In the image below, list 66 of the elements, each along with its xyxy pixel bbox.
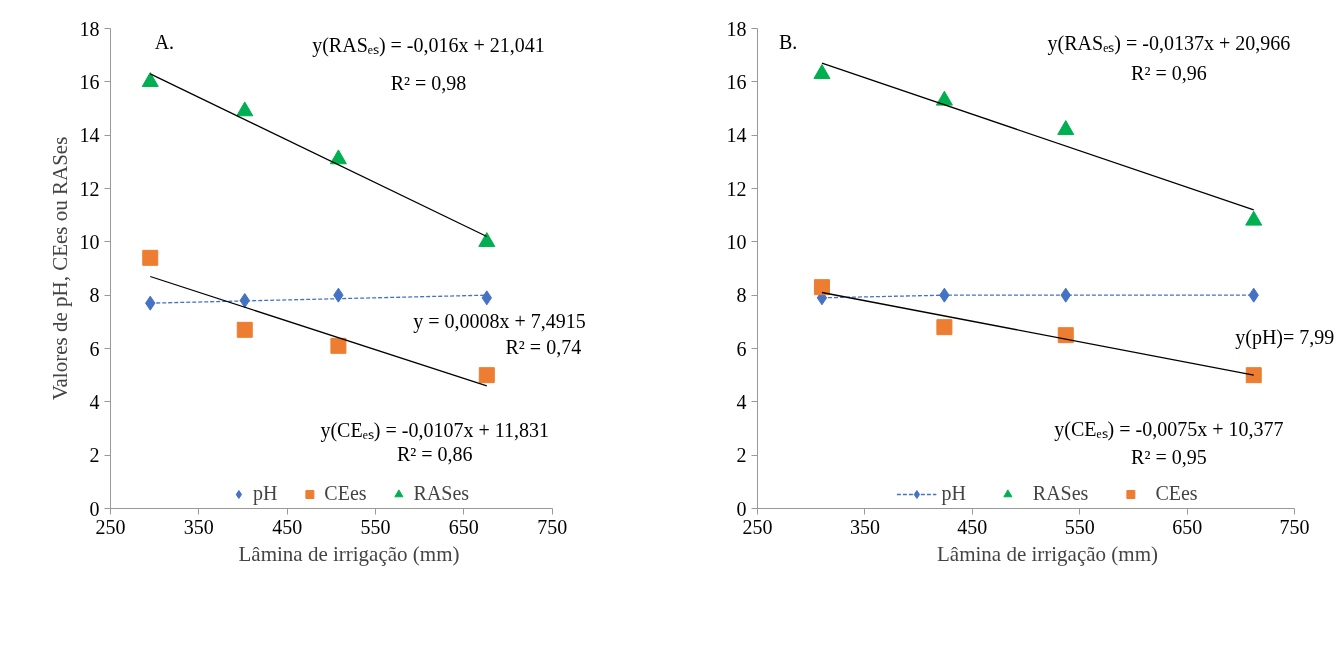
x-axis-title: Lâmina de irrigação (mm) <box>238 541 460 566</box>
y-tick-label: 8 <box>89 284 100 307</box>
y-tick-label: 10 <box>726 230 747 253</box>
y-tick-label: 14 <box>726 124 747 147</box>
y-tick-label: 6 <box>89 337 100 360</box>
point <box>1245 210 1263 226</box>
point <box>813 64 831 79</box>
x-tick-label: 350 <box>183 515 214 538</box>
legend-label: pH <box>252 482 278 505</box>
point <box>329 149 347 165</box>
legend-label: pH <box>941 482 966 505</box>
x-tick-label: 450 <box>957 515 988 538</box>
x-tick-label: 750 <box>1279 515 1310 538</box>
point <box>478 232 496 247</box>
annotation: R² = 0,95 <box>1131 445 1207 468</box>
annotation: R² = 0,74 <box>505 336 582 359</box>
annotation: y(CEₑₛ) = -0,0107x + 11,831 <box>320 418 549 442</box>
y-tick-label: 2 <box>89 444 100 467</box>
legend-label: CEes <box>324 482 367 505</box>
annotation: y(pH)= 7,99 <box>1235 325 1335 349</box>
point <box>1245 367 1262 384</box>
x-tick-label: 550 <box>360 515 391 538</box>
x-tick-label: 450 <box>272 515 303 538</box>
annotation: y(RASₑₛ) = -0,0137x + 20,966 <box>1047 32 1291 56</box>
point <box>141 72 159 87</box>
x-tick-label: 350 <box>849 515 880 538</box>
legend-label: RASes <box>413 482 470 505</box>
x-axis-title: Lâmina de irrigação (mm) <box>937 541 1158 566</box>
point <box>330 337 347 354</box>
annotation: R² = 0,96 <box>1131 61 1207 84</box>
point <box>935 90 953 106</box>
y-tick-label: 16 <box>726 70 747 93</box>
legend-label: RASes <box>1032 482 1089 505</box>
y-tick-label: 14 <box>79 124 100 147</box>
annotation: A. <box>154 30 175 53</box>
y-tick-label: 10 <box>79 230 100 253</box>
point <box>813 279 830 296</box>
annotation: y(RASₑₛ) = -0,016x + 21,041 <box>312 33 545 57</box>
point <box>236 101 254 117</box>
annotation: R² = 0,98 <box>390 72 467 95</box>
point <box>478 367 495 384</box>
y-tick-label: 4 <box>736 390 747 413</box>
x-tick-label: 650 <box>448 515 479 538</box>
y-tick-label: 8 <box>736 284 747 307</box>
annotation: y = 0,0008x + 7,4915 <box>413 309 586 333</box>
annotation: R² = 0,86 <box>396 442 473 465</box>
y-tick-label: 16 <box>79 70 100 93</box>
point <box>142 249 159 266</box>
legend-label: CEes <box>1155 482 1198 505</box>
point <box>1057 327 1074 344</box>
x-tick-label: 750 <box>537 515 568 538</box>
y-tick-label: 12 <box>726 177 747 200</box>
annotation: y(CEₑₛ) = -0,0075x + 10,377 <box>1054 417 1284 441</box>
point <box>236 321 253 338</box>
x-tick-label: 550 <box>1064 515 1095 538</box>
y-tick-label: 2 <box>736 444 747 467</box>
point <box>936 319 953 336</box>
y-tick-label: 18 <box>726 17 747 40</box>
y-tick-label: 4 <box>89 390 100 413</box>
x-tick-label: 650 <box>1172 515 1203 538</box>
y-axis-title: Valores de pH, CEes ou RASes <box>47 136 72 401</box>
annotation: B. <box>778 30 798 53</box>
y-tick-label: 12 <box>79 177 100 200</box>
y-tick-label: 6 <box>736 337 747 360</box>
y-tick-label: 18 <box>79 17 100 40</box>
point <box>1057 120 1075 135</box>
